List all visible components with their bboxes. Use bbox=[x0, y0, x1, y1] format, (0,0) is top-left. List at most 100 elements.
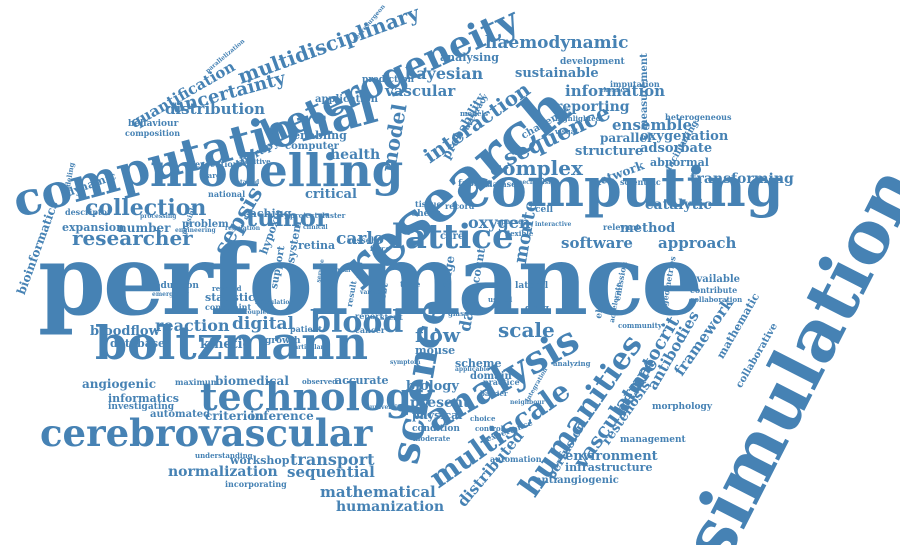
word-reporting: reporting bbox=[555, 99, 630, 115]
word-stent: stent bbox=[380, 312, 403, 322]
word-maximum: maximum bbox=[175, 377, 220, 387]
word-catalytic: catalytic bbox=[645, 197, 712, 213]
word-performance: performance bbox=[38, 223, 703, 337]
word-cluster: cluster bbox=[318, 211, 346, 220]
word-scheme: scheme bbox=[455, 357, 502, 370]
word-flow: flow bbox=[415, 323, 461, 347]
word-transforming: transforming bbox=[690, 171, 794, 187]
word-heterogeneous: heterogeneous bbox=[665, 112, 732, 122]
word-shear: shear bbox=[412, 209, 440, 219]
word-neighbour: neighbour bbox=[510, 399, 545, 406]
word-descriptor: descriptor bbox=[65, 207, 112, 217]
word-sequential: sequential bbox=[287, 463, 375, 481]
word-lateral: lateral bbox=[515, 281, 549, 291]
word-tissue: tissue bbox=[415, 199, 442, 209]
word-transport: transport bbox=[290, 450, 375, 469]
word-contribute: contribute bbox=[690, 285, 738, 295]
word-bayesian: bayesian bbox=[405, 64, 484, 83]
word-clinical: clinical bbox=[303, 224, 328, 231]
word-applicable: applicable bbox=[455, 366, 490, 373]
word-automated: automated bbox=[150, 409, 211, 420]
word-normalization: normalization bbox=[168, 464, 278, 480]
word-approach: approach bbox=[658, 234, 737, 252]
word-software: software bbox=[561, 234, 633, 252]
word-angiogenic: angiogenic bbox=[82, 377, 157, 391]
word-retina: retina bbox=[298, 239, 336, 252]
word-kinetic: kinetic bbox=[200, 337, 251, 352]
word-boltzmann: boltzmann bbox=[95, 316, 369, 370]
word-digital: digital bbox=[232, 314, 295, 334]
word-chemical: chemical bbox=[600, 87, 631, 94]
word-fabsim: fabsim bbox=[458, 179, 493, 189]
word-distribution: distribution bbox=[165, 100, 266, 118]
word-dataset: dataset bbox=[487, 179, 520, 189]
word-complex: complex bbox=[490, 156, 583, 180]
word-cell: cell bbox=[535, 205, 554, 215]
word-enabling: enabling bbox=[293, 129, 347, 142]
word-tumor: tumor bbox=[246, 203, 329, 232]
word-emergency: emergency bbox=[152, 291, 189, 298]
word-model: model bbox=[376, 101, 412, 174]
word-lattice: lattice bbox=[392, 217, 514, 257]
word-number: number bbox=[118, 221, 171, 235]
word-application: application bbox=[315, 94, 378, 105]
word-sustainable: sustainable bbox=[515, 66, 599, 81]
word-health: health bbox=[330, 147, 381, 163]
word-highlighted: highlighted bbox=[555, 114, 601, 123]
word-large: large bbox=[205, 171, 226, 180]
word-useful: useful bbox=[488, 295, 513, 304]
word-humanization: humanization bbox=[336, 499, 445, 515]
word-care: care bbox=[440, 231, 465, 242]
word-biology: biology bbox=[406, 379, 459, 394]
word-stimulation: stimulation bbox=[255, 299, 294, 306]
word-drug: drug bbox=[525, 304, 549, 314]
word-blood: blood bbox=[310, 305, 404, 340]
word-haemodynamic: haemodynamic bbox=[485, 33, 629, 53]
word-force: force bbox=[370, 244, 391, 253]
word-investigating: investigating bbox=[108, 402, 175, 412]
word-composition: composition bbox=[125, 128, 181, 138]
word-variable: variable bbox=[360, 289, 387, 296]
word-reynold: reynold bbox=[212, 284, 242, 293]
word-method: method bbox=[620, 221, 676, 236]
word-present: present bbox=[410, 395, 470, 411]
word-glass: glass bbox=[448, 309, 468, 318]
word-adsorbate: adsorbate bbox=[640, 141, 713, 156]
word-mechanism: mechanism bbox=[516, 179, 555, 186]
word-automation: automation bbox=[490, 454, 542, 464]
word-choice: choice bbox=[470, 414, 496, 423]
word-computer: computer bbox=[285, 141, 339, 152]
word-flexible: flexible bbox=[505, 229, 534, 238]
word-morphology: morphology bbox=[652, 402, 713, 412]
word-constraint: constraint bbox=[205, 302, 252, 312]
word-condition: condition bbox=[412, 424, 460, 434]
word-available: available bbox=[690, 274, 740, 285]
word-detailed: detailed bbox=[232, 179, 260, 186]
word-infrastructure: infrastructure bbox=[565, 461, 653, 474]
word-visual: visual bbox=[555, 127, 578, 136]
word-vascular: vascular bbox=[385, 82, 456, 100]
word-accurate: accurate bbox=[335, 374, 389, 387]
word-particular: particular bbox=[290, 344, 324, 351]
word-behaviour: behaviour bbox=[128, 119, 179, 129]
word-understanding: understanding bbox=[195, 451, 253, 460]
word-regulation: regulation bbox=[225, 225, 261, 232]
word-analysing: analysing bbox=[440, 51, 499, 64]
word-computing: computing bbox=[458, 155, 784, 219]
word-biomedical: biomedical bbox=[215, 374, 289, 388]
word-bloodflow: bloodflow bbox=[90, 324, 160, 339]
word-problem: problem bbox=[182, 219, 229, 230]
word-informatics: informatics bbox=[108, 392, 179, 405]
word-patient: patient bbox=[290, 324, 323, 334]
word-analyzing: analyzing bbox=[553, 359, 591, 368]
word-models: models bbox=[460, 109, 489, 118]
word-ensemble: ensemble bbox=[612, 116, 693, 134]
word-reaction: reaction bbox=[155, 316, 230, 335]
word-oxygenation: oxygenation bbox=[640, 129, 729, 144]
word-interactive: interactive bbox=[535, 221, 572, 228]
word-physical: physical bbox=[412, 409, 463, 422]
word-criterion: criterion bbox=[205, 409, 264, 423]
word-mouse: mouse bbox=[415, 344, 456, 357]
word-development: development bbox=[560, 57, 625, 67]
